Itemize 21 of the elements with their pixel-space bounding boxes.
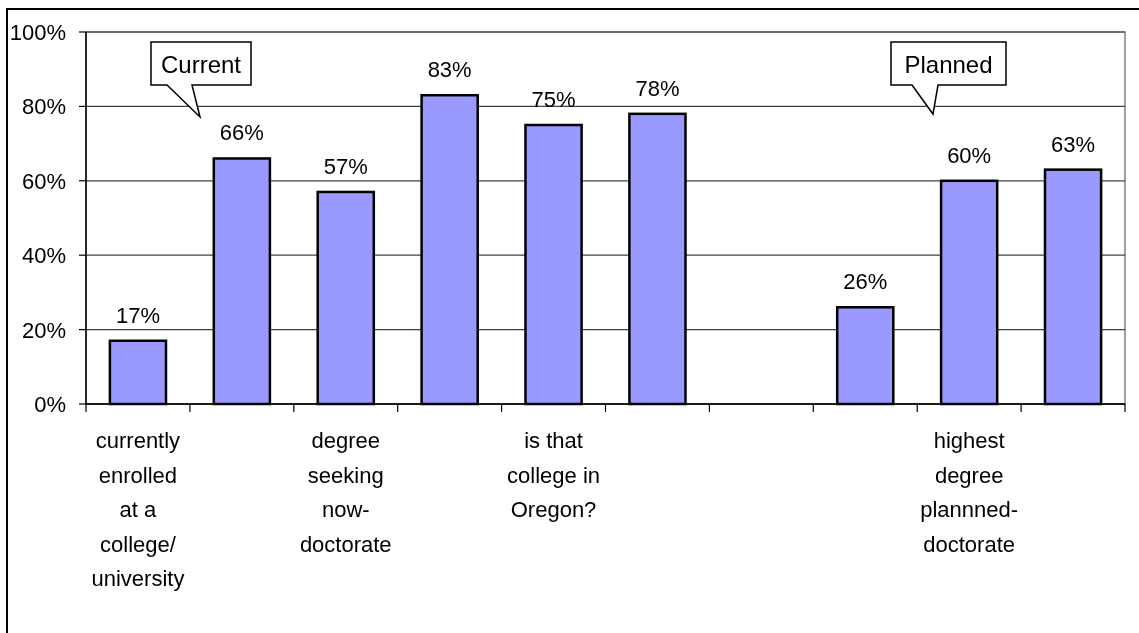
data-label: 75% (531, 87, 576, 112)
data-label: 26% (843, 269, 888, 295)
data-label: 17% (115, 302, 160, 328)
x-tick-label: degree seeking now-doctorate (299, 428, 392, 557)
data-label: 83% (427, 57, 472, 83)
x-tick-label: is that college in Oregon? (507, 428, 601, 522)
x-tick-label: currently enrolled at a college/ university (91, 428, 185, 591)
y-tick-label: 60% (21, 168, 66, 194)
data-label: 60% (947, 142, 992, 168)
x-tick-label: highest degree plannned-doctorate (920, 428, 1019, 557)
data-label: 78% (635, 75, 680, 101)
data-label: 66% (219, 120, 264, 146)
annotation: Current (160, 50, 242, 77)
y-tick-label: 80% (21, 93, 66, 119)
y-tick-label: 100% (9, 19, 66, 45)
data-label: 57% (323, 153, 368, 179)
y-tick-label: 0% (34, 391, 66, 417)
data-label: 63% (1051, 131, 1096, 157)
y-tick-label: 20% (21, 317, 66, 343)
annotation: Planned (904, 50, 993, 77)
y-tick-label: 40% (21, 242, 66, 268)
